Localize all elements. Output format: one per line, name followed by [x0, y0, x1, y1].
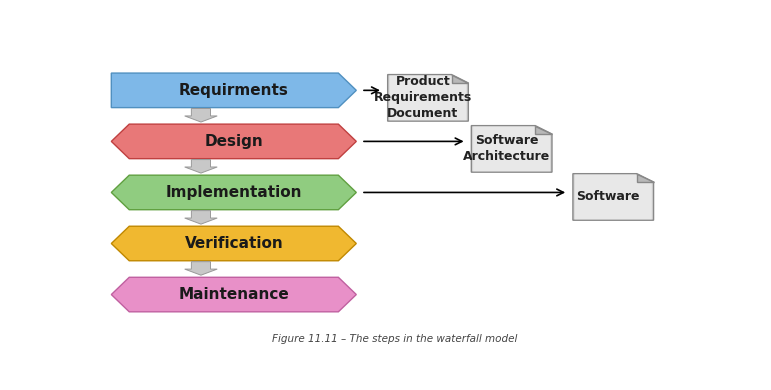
Polygon shape: [111, 226, 356, 261]
Polygon shape: [574, 175, 651, 219]
Polygon shape: [389, 76, 466, 120]
Polygon shape: [185, 211, 217, 224]
Polygon shape: [473, 126, 550, 171]
Polygon shape: [573, 174, 654, 220]
Polygon shape: [111, 175, 356, 210]
Text: Implementation: Implementation: [166, 185, 302, 200]
Polygon shape: [452, 74, 468, 83]
Text: Verification: Verification: [184, 236, 283, 251]
Text: Design: Design: [204, 134, 263, 149]
Polygon shape: [535, 126, 552, 134]
Polygon shape: [637, 174, 654, 182]
Polygon shape: [111, 73, 356, 108]
Polygon shape: [471, 126, 552, 172]
Polygon shape: [185, 108, 217, 122]
Polygon shape: [388, 74, 468, 121]
Text: Figure 11.11 – The steps in the waterfall model: Figure 11.11 – The steps in the waterfal…: [272, 334, 518, 344]
Polygon shape: [185, 262, 217, 275]
Polygon shape: [111, 277, 356, 312]
Text: Product
Requirements
Document: Product Requirements Document: [374, 75, 472, 121]
Polygon shape: [185, 160, 217, 173]
Text: Software
Architecture: Software Architecture: [463, 135, 550, 163]
Text: Requirments: Requirments: [179, 83, 289, 98]
Text: Software: Software: [577, 190, 640, 204]
Text: Maintenance: Maintenance: [178, 287, 289, 302]
Polygon shape: [111, 124, 356, 159]
